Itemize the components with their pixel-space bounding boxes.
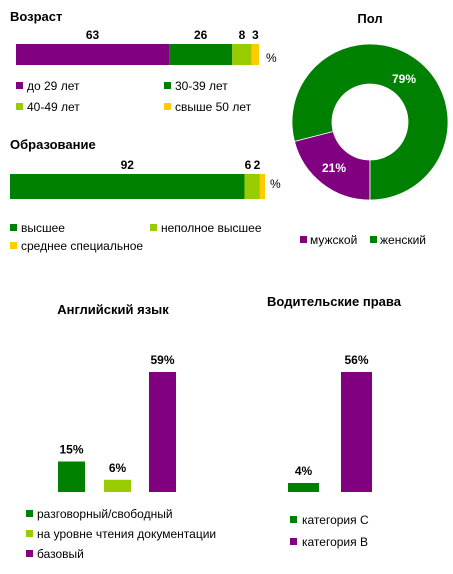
license-legend-label: категория С [302,513,369,527]
education-legend-swatch [10,242,17,249]
education-legend-label: среднее специальное [21,239,143,253]
license-bar-value-label: 56% [344,353,368,367]
license-title: Водительские права [267,294,402,309]
gender-title: Пол [357,11,382,26]
english-bar [58,461,85,492]
education-bar-value-label: 92 [121,158,135,172]
age-unit-label: % [266,51,277,65]
license-bar [341,372,372,492]
age-bar-value-label: 26 [194,28,208,42]
age-bar-value-label: 8 [239,28,246,42]
age-legend-label: свыше 50 лет [175,100,252,114]
english-bar [149,372,176,492]
gender-donut-slice-female [291,43,449,201]
education-legend-label: неполное высшее [161,221,262,235]
license-bar [288,483,319,492]
age-bar-segment [169,44,233,65]
english-legend-label: разговорный/свободный [37,507,173,521]
english-legend-label: на уровне чтения документации [37,527,216,541]
english-legend-swatch [26,510,33,517]
gender-legend-swatch [370,236,377,243]
age-legend-swatch [16,103,23,110]
age-legend-swatch [164,103,171,110]
age-legend-swatch [164,82,171,89]
license-bar-value-label: 4% [295,464,313,478]
english-bar-value-label: 59% [150,353,174,367]
english-bar-value-label: 6% [109,461,127,475]
english-bar-value-label: 15% [59,442,83,456]
license-legend-swatch [290,538,297,545]
english-bar [104,479,131,492]
gender-slice-label: 79% [392,72,416,86]
age-bar-segment [16,44,170,65]
education-legend-swatch [150,224,157,231]
english-legend-label: базовый [37,547,84,561]
license-legend-swatch [290,516,297,523]
education-bar-segment [259,174,265,199]
age-legend-label: 30-39 лет [175,79,228,93]
education-bar-value-label: 6 [245,158,252,172]
age-legend-label: 40-49 лет [27,100,80,114]
education-bar-segment [10,174,245,199]
education-bar-segment [244,174,260,199]
english-legend-swatch [26,530,33,537]
age-bar-segment [251,44,259,65]
english-legend-swatch [26,550,33,557]
gender-legend-label: женский [380,233,426,247]
age-legend-label: до 29 лет [27,79,80,93]
education-title: Образование [10,137,96,152]
education-legend-swatch [10,224,17,231]
english-title: Английский язык [57,302,169,317]
age-bar-value-label: 63 [86,28,100,42]
gender-legend-label: мужской [310,233,357,247]
age-legend-swatch [16,82,23,89]
education-unit-label: % [270,177,281,191]
gender-slice-label: 21% [322,161,346,175]
license-legend-label: категория В [302,535,368,549]
education-bar-value-label: 2 [254,158,261,172]
age-bar-segment [232,44,252,65]
gender-legend-swatch [300,236,307,243]
education-legend-label: высшее [21,221,65,235]
age-bar-value-label: 3 [252,28,259,42]
age-title: Возраст [10,9,62,24]
